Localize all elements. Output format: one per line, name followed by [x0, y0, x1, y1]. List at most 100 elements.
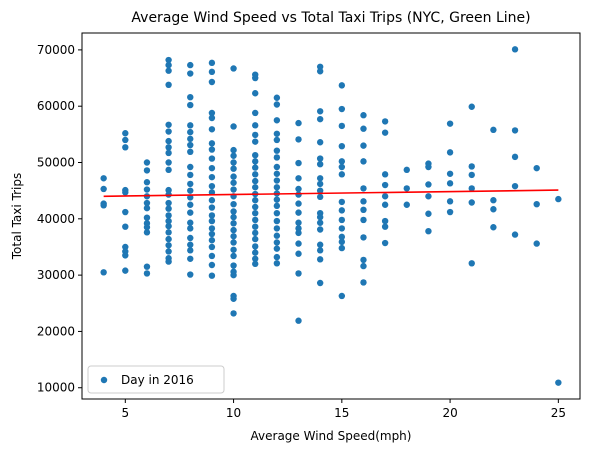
data-point — [446, 149, 454, 156]
data-point — [208, 225, 216, 232]
data-point — [165, 242, 172, 249]
data-point — [208, 182, 216, 190]
data-point — [295, 219, 302, 226]
y-tick-label: 70000 — [37, 43, 75, 57]
y-axis: 10000 20000 30000 40000 50000 60000 70000 — [37, 43, 82, 395]
data-point — [338, 105, 346, 113]
data-point — [273, 253, 281, 261]
data-point — [511, 127, 519, 134]
data-point — [122, 208, 129, 216]
data-point — [338, 233, 346, 241]
data-point — [273, 209, 281, 217]
data-point — [208, 126, 216, 133]
data-point — [165, 199, 172, 207]
x-axis-label: Average Wind Speed(mph) — [251, 429, 412, 443]
data-point — [273, 239, 281, 246]
data-point — [165, 235, 172, 243]
data-point — [381, 181, 389, 189]
data-point — [273, 196, 281, 203]
data-point — [208, 140, 216, 147]
data-point — [295, 185, 302, 193]
y-tick-label: 60000 — [37, 99, 75, 113]
data-point — [295, 136, 302, 143]
data-point — [316, 63, 324, 70]
data-point — [165, 159, 172, 166]
data-point — [555, 379, 562, 386]
data-point — [490, 206, 497, 213]
data-point — [360, 279, 367, 286]
data-point — [143, 186, 151, 193]
data-point — [316, 247, 324, 254]
data-point — [165, 149, 172, 157]
y-tick-label: 10000 — [37, 381, 75, 395]
data-point — [338, 158, 346, 165]
data-point — [208, 252, 216, 260]
data-point — [425, 228, 432, 235]
data-point — [252, 109, 259, 117]
data-point — [316, 187, 324, 194]
data-point — [187, 135, 194, 143]
data-point — [273, 184, 281, 191]
data-point — [143, 224, 151, 231]
data-point — [446, 198, 454, 205]
data-point — [381, 201, 389, 208]
data-point — [338, 163, 346, 171]
data-point — [208, 155, 216, 162]
data-point — [208, 217, 216, 225]
data-point — [208, 272, 216, 279]
data-point — [143, 263, 151, 270]
data-point — [165, 61, 172, 69]
x-tick-label: 25 — [551, 406, 566, 420]
data-point — [360, 198, 367, 205]
data-point — [208, 230, 216, 238]
data-point — [425, 181, 432, 188]
data-point — [100, 185, 107, 193]
data-point — [511, 231, 519, 238]
data-point — [468, 260, 475, 267]
data-point — [425, 193, 432, 200]
data-point — [122, 267, 129, 274]
data-point — [208, 189, 216, 196]
data-point — [316, 226, 324, 233]
data-point — [295, 175, 302, 182]
data-point — [230, 186, 237, 193]
data-point — [316, 241, 324, 248]
data-point — [143, 229, 151, 236]
legend-label: Day in 2016 — [121, 373, 194, 387]
data-point — [252, 138, 259, 145]
data-point — [273, 260, 281, 267]
data-point — [165, 81, 172, 89]
data-point — [360, 234, 367, 241]
data-point — [316, 175, 324, 182]
data-point — [425, 163, 432, 171]
x-tick-label: 15 — [334, 406, 349, 420]
data-point — [273, 94, 281, 101]
trend-line — [103, 189, 559, 198]
y-tick-label: 30000 — [37, 268, 75, 282]
data-point — [252, 243, 259, 250]
data-point — [533, 164, 540, 172]
x-tick-label: 10 — [226, 406, 241, 420]
data-point — [316, 108, 324, 115]
data-point — [273, 245, 281, 252]
data-point — [273, 154, 281, 161]
data-point — [122, 223, 129, 230]
data-point — [165, 212, 172, 219]
data-point — [230, 233, 237, 240]
data-point — [208, 78, 216, 86]
data-point — [403, 201, 410, 208]
data-point — [122, 252, 129, 259]
data-point — [273, 202, 281, 210]
data-point — [295, 191, 302, 198]
data-point — [338, 207, 346, 214]
data-point — [295, 209, 302, 216]
data-point — [468, 185, 475, 192]
data-point — [165, 205, 172, 212]
data-point — [273, 130, 281, 137]
data-point — [273, 232, 281, 239]
data-point — [187, 234, 194, 242]
data-point — [381, 223, 389, 230]
data-point — [381, 217, 389, 225]
y-tick-label: 20000 — [37, 324, 75, 338]
data-point — [165, 248, 172, 255]
